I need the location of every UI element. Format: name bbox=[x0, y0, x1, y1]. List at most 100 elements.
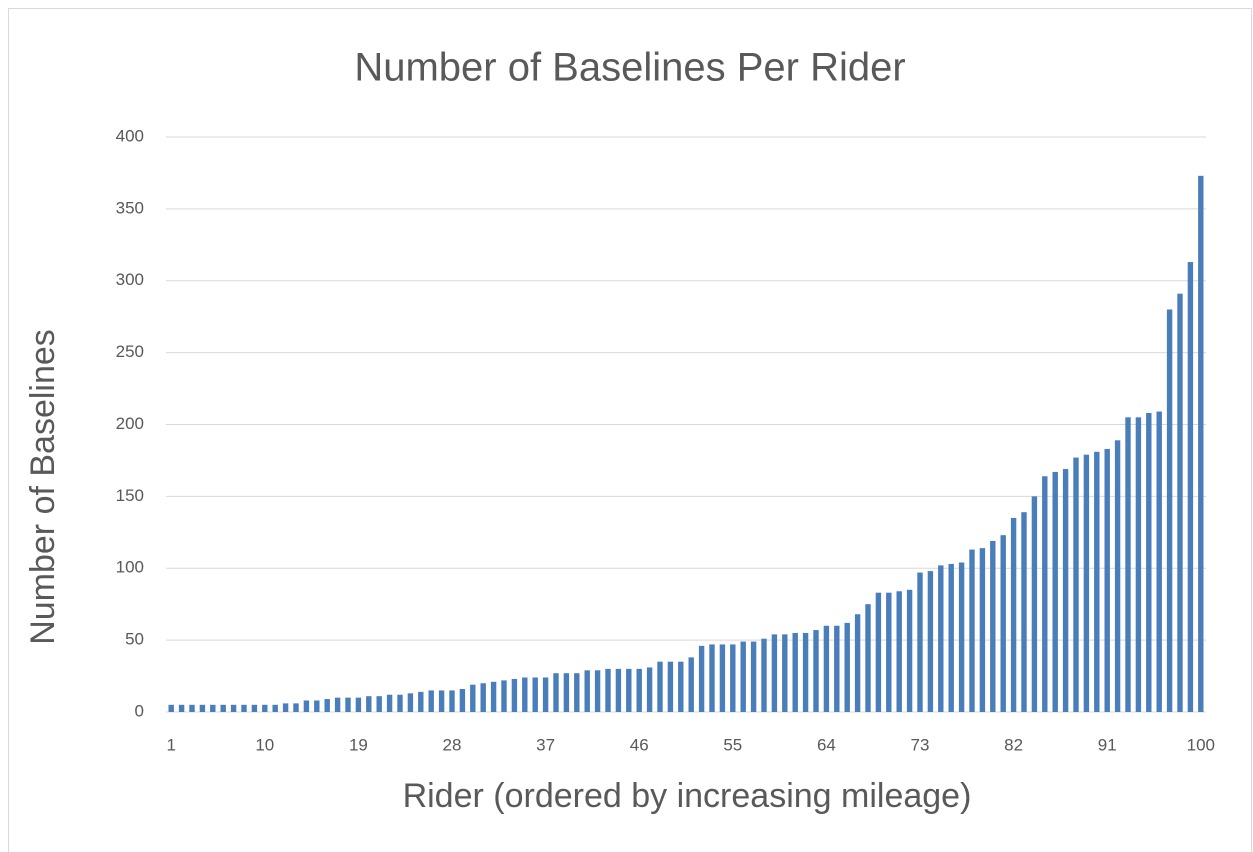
bar bbox=[917, 572, 923, 712]
bar bbox=[490, 681, 497, 712]
bar bbox=[813, 630, 819, 712]
bar bbox=[938, 565, 944, 712]
bar bbox=[792, 632, 798, 712]
bar bbox=[272, 704, 278, 712]
bar bbox=[449, 690, 455, 712]
bar bbox=[698, 645, 705, 712]
bar bbox=[1177, 293, 1183, 712]
bar bbox=[750, 641, 757, 712]
bar bbox=[210, 704, 216, 712]
bar bbox=[719, 644, 726, 712]
bar bbox=[605, 668, 611, 712]
bar bbox=[542, 677, 549, 712]
x-tick-label: 64 bbox=[817, 735, 836, 754]
y-tick-label: 350 bbox=[116, 198, 144, 217]
bar bbox=[334, 697, 341, 712]
bar bbox=[1083, 454, 1090, 712]
bar bbox=[1146, 413, 1152, 712]
bar bbox=[230, 704, 237, 712]
bar bbox=[386, 694, 393, 712]
bar bbox=[594, 670, 601, 712]
bar bbox=[1052, 471, 1058, 712]
bar bbox=[1166, 309, 1173, 712]
bar bbox=[1010, 517, 1017, 712]
bar bbox=[844, 622, 850, 712]
bar bbox=[636, 668, 642, 712]
y-tick-label: 0 bbox=[135, 701, 144, 720]
y-tick-label: 300 bbox=[116, 270, 144, 289]
bar bbox=[886, 592, 892, 712]
bar bbox=[709, 644, 715, 712]
bar bbox=[459, 689, 466, 712]
bar bbox=[823, 625, 830, 712]
bar bbox=[501, 680, 507, 712]
x-tick-label: 37 bbox=[536, 735, 555, 754]
bar bbox=[1021, 512, 1027, 712]
x-tick-label: 73 bbox=[911, 735, 930, 754]
bar bbox=[345, 697, 351, 712]
bar bbox=[532, 677, 538, 712]
bar bbox=[397, 694, 403, 712]
bar bbox=[418, 691, 424, 712]
bar bbox=[626, 668, 632, 712]
bar bbox=[553, 673, 559, 712]
bar bbox=[1156, 411, 1162, 712]
bar bbox=[990, 540, 996, 712]
bar bbox=[407, 693, 414, 712]
bar bbox=[1198, 175, 1204, 712]
bar bbox=[771, 634, 778, 712]
bar bbox=[854, 614, 861, 712]
bar bbox=[1031, 496, 1038, 712]
bar bbox=[834, 625, 840, 712]
x-tick-label: 28 bbox=[443, 735, 462, 754]
bar bbox=[303, 700, 310, 712]
bar bbox=[1135, 417, 1142, 712]
bar bbox=[563, 673, 570, 712]
bar bbox=[522, 677, 528, 712]
bar bbox=[376, 696, 382, 712]
x-tick-label: 46 bbox=[630, 735, 649, 754]
bar bbox=[324, 699, 330, 712]
bar bbox=[1104, 448, 1110, 712]
y-axis-title: Number of Baselines bbox=[24, 329, 62, 645]
y-tick-label: 200 bbox=[116, 414, 144, 433]
bar bbox=[802, 632, 809, 712]
bar bbox=[678, 661, 684, 712]
y-tick-label: 250 bbox=[116, 342, 144, 361]
x-tick-label: 1 bbox=[166, 735, 175, 754]
x-tick-label: 10 bbox=[255, 735, 274, 754]
x-tick-label: 19 bbox=[349, 735, 368, 754]
bar bbox=[896, 591, 902, 712]
bar bbox=[761, 638, 767, 712]
bar bbox=[1187, 262, 1194, 712]
bar bbox=[282, 703, 289, 712]
bar bbox=[948, 563, 954, 712]
bar bbox=[355, 697, 362, 712]
bar bbox=[189, 704, 195, 712]
bar bbox=[584, 670, 590, 712]
bar bbox=[927, 571, 934, 712]
bar bbox=[168, 704, 174, 712]
x-axis-title: Rider (ordered by increasing mileage) bbox=[403, 777, 972, 815]
bar bbox=[438, 690, 445, 712]
bar bbox=[1094, 451, 1100, 712]
bar bbox=[958, 562, 965, 712]
bar bbox=[865, 604, 871, 712]
y-tick-label: 150 bbox=[116, 486, 144, 505]
x-tick-label: 100 bbox=[1187, 735, 1215, 754]
bar bbox=[657, 661, 663, 712]
x-tick-label: 55 bbox=[723, 735, 742, 754]
bar bbox=[979, 548, 986, 712]
bar bbox=[969, 549, 975, 712]
bar bbox=[511, 678, 518, 712]
bar bbox=[875, 592, 882, 712]
bar bbox=[906, 589, 913, 712]
chart-title: Number of Baselines Per Rider bbox=[354, 46, 905, 90]
bar bbox=[1114, 440, 1121, 712]
bar bbox=[730, 644, 736, 712]
bar bbox=[646, 667, 653, 712]
chart-frame bbox=[8, 8, 1252, 852]
bar bbox=[220, 704, 226, 712]
bar bbox=[740, 641, 746, 712]
